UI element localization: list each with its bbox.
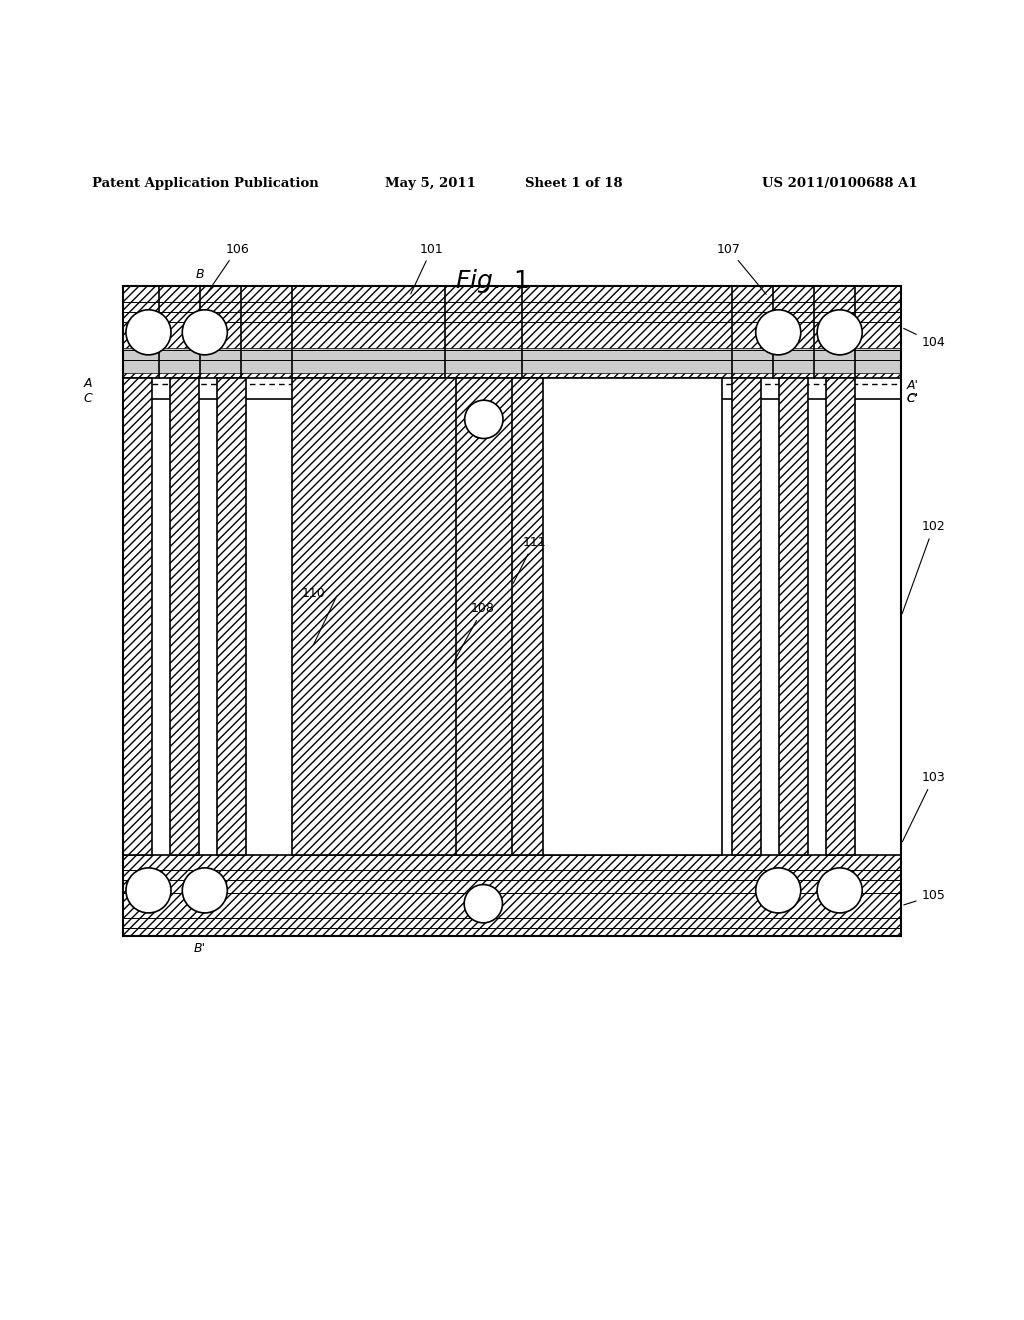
Text: B': B' <box>194 941 206 954</box>
Bar <box>123 286 901 379</box>
Text: A': A' <box>906 379 919 392</box>
Circle shape <box>817 310 862 355</box>
Text: Patent Application Publication: Patent Application Publication <box>92 177 318 190</box>
Circle shape <box>756 310 801 355</box>
Text: B: B <box>196 268 204 281</box>
Circle shape <box>465 400 503 438</box>
Text: 105: 105 <box>904 890 945 906</box>
Text: C': C' <box>906 393 916 404</box>
Text: C: C <box>83 392 92 405</box>
Text: 110: 110 <box>302 587 326 599</box>
Bar <box>302 379 435 854</box>
Text: A: A <box>84 378 92 389</box>
Text: 103: 103 <box>902 771 945 842</box>
Bar <box>292 379 456 854</box>
Circle shape <box>126 310 171 355</box>
Text: US 2011/0100688 A1: US 2011/0100688 A1 <box>762 177 918 190</box>
Text: 101: 101 <box>411 243 443 294</box>
Bar <box>826 379 855 854</box>
Circle shape <box>182 310 227 355</box>
Bar <box>779 379 808 854</box>
Text: C': C' <box>906 392 919 405</box>
Bar <box>445 379 522 854</box>
Text: Sheet 1 of 18: Sheet 1 of 18 <box>524 177 623 190</box>
Text: 104: 104 <box>903 329 945 348</box>
Circle shape <box>182 867 227 913</box>
Text: 108: 108 <box>452 602 495 665</box>
Bar <box>123 286 901 936</box>
Bar <box>123 347 901 374</box>
Text: 111: 111 <box>513 536 546 583</box>
Bar <box>512 379 543 854</box>
Bar <box>123 379 152 854</box>
Bar <box>123 854 901 936</box>
Bar <box>170 379 199 854</box>
Text: 107: 107 <box>717 243 766 294</box>
Text: $\mathit{Fig.\ 1}$: $\mathit{Fig.\ 1}$ <box>455 267 528 296</box>
Text: 106: 106 <box>207 243 249 294</box>
Text: 102: 102 <box>902 520 945 614</box>
Bar <box>217 379 246 854</box>
Text: A': A' <box>476 428 488 441</box>
Bar <box>532 379 722 854</box>
Circle shape <box>126 867 171 913</box>
Circle shape <box>817 867 862 913</box>
Circle shape <box>756 867 801 913</box>
Text: May 5, 2011: May 5, 2011 <box>385 177 475 190</box>
Bar <box>732 379 761 854</box>
Circle shape <box>464 884 503 923</box>
